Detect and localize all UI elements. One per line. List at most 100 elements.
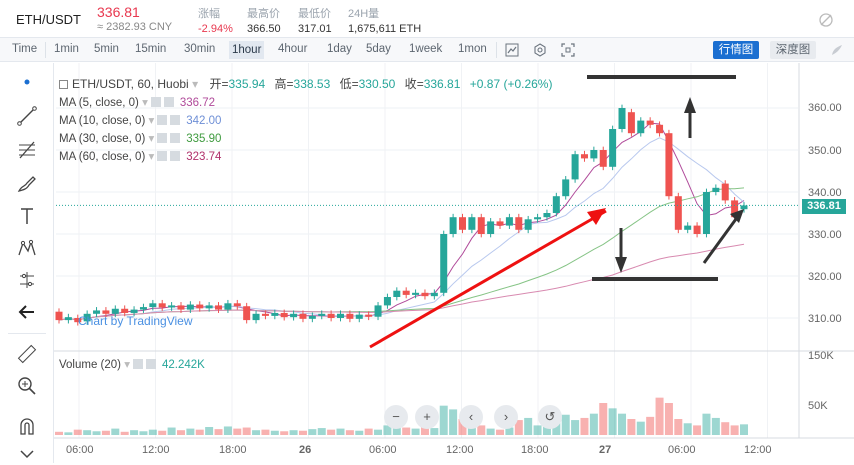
- volume-axis-label: 50K: [808, 400, 828, 412]
- stat-volume: 24H量 1,675,611 ETH: [348, 5, 421, 35]
- trend-line-icon[interactable]: [16, 105, 38, 127]
- chart-canvas[interactable]: [54, 63, 854, 463]
- remove-icon[interactable]: [163, 97, 174, 107]
- candle-body: [421, 292, 429, 297]
- remove-icon[interactable]: [145, 359, 156, 369]
- ohlc-legend: ETH/USDT, 60, Huobi ▾ 开=335.94 高=338.53 …: [59, 75, 552, 92]
- scroll-right-button[interactable]: ›: [494, 405, 518, 429]
- prediction-tool-icon[interactable]: [16, 269, 38, 291]
- candle-body: [337, 313, 345, 318]
- chart-area[interactable]: ETH/USDT, 60, Huobi ▾ 开=335.94 高=338.53 …: [54, 63, 854, 463]
- eye-icon[interactable]: [157, 133, 168, 143]
- remove-icon[interactable]: [170, 133, 181, 143]
- timeframe-1hour[interactable]: 1hour: [229, 41, 265, 59]
- zoom-in-button[interactable]: +: [415, 405, 439, 429]
- timeframe-time[interactable]: Time: [12, 43, 38, 55]
- ma-value: 335.90: [186, 133, 222, 145]
- ruler-icon[interactable]: [16, 343, 38, 365]
- time-axis-label: 12:00: [142, 444, 170, 456]
- volume-bar: [608, 408, 617, 435]
- candle-body: [308, 315, 316, 319]
- time-axis-label: 18:00: [219, 444, 247, 456]
- volume-bar: [711, 417, 720, 435]
- down-arrowhead-drawing: [615, 257, 627, 273]
- candle-body: [196, 304, 204, 309]
- price-box: 336.81 ≈ 2382.93 CNY: [97, 4, 172, 33]
- crosshair-dot-icon[interactable]: [16, 71, 38, 93]
- volume-bar: [571, 420, 580, 435]
- volume-bar: [111, 428, 120, 435]
- price-axis-label: 340.00: [808, 187, 842, 199]
- candle-body: [318, 313, 326, 316]
- timeframe-1min[interactable]: 1min: [54, 43, 79, 55]
- timeframe-5min[interactable]: 5min: [94, 43, 119, 55]
- zoom-out-button[interactable]: −: [384, 405, 408, 429]
- ma-legend-60: MA (60, close, 0) ▾ 323.74: [59, 151, 222, 163]
- timeframe-1day[interactable]: 1day: [327, 43, 352, 55]
- depth-chart-button[interactable]: 深度图: [770, 41, 816, 59]
- candle-body: [327, 313, 335, 318]
- pattern-tool-icon[interactable]: [16, 237, 38, 259]
- eye-icon[interactable]: [132, 359, 143, 369]
- volume-bar: [308, 429, 317, 435]
- timeframe-1mon[interactable]: 1mon: [458, 43, 487, 55]
- timeframe-15min[interactable]: 15min: [135, 43, 167, 55]
- price-axis-label: 330.00: [808, 229, 842, 241]
- magnet-icon[interactable]: [16, 415, 38, 437]
- volume-bar: [176, 430, 185, 435]
- market-chart-button[interactable]: 行情图: [713, 41, 759, 59]
- fullscreen-icon[interactable]: [561, 43, 575, 57]
- volume-bar: [158, 430, 167, 435]
- diagonal-arrow-drawing: [702, 218, 738, 264]
- candle-body: [393, 290, 401, 297]
- ma-value: 336.72: [179, 97, 216, 109]
- volume-bar: [514, 420, 523, 435]
- divider: [45, 42, 46, 58]
- expand-toolbar-icon[interactable]: [16, 443, 38, 465]
- volume-bar: [505, 427, 514, 435]
- volume-bar: [101, 430, 110, 435]
- volume-bar: [186, 428, 195, 435]
- stat-change: 涨幅 -2.94%: [198, 5, 233, 35]
- candle-body: [458, 217, 466, 230]
- price-axis-label: 350.00: [808, 145, 842, 157]
- red-arrowhead-drawing: [587, 208, 606, 225]
- eye-icon[interactable]: [150, 97, 161, 107]
- current-price-tag: 336.81: [802, 199, 846, 214]
- timeframe-1week[interactable]: 1week: [409, 43, 443, 55]
- zoom-in-icon[interactable]: [16, 375, 38, 397]
- candle-body: [534, 217, 542, 220]
- scroll-left-button[interactable]: ‹: [459, 405, 483, 429]
- volume-bar: [664, 403, 673, 435]
- candle-body: [468, 217, 476, 230]
- volume-bar: [242, 427, 251, 435]
- volume-bar: [327, 429, 336, 435]
- volume-bar: [205, 427, 214, 435]
- chart-type-icon[interactable]: [505, 43, 519, 57]
- eye-icon[interactable]: [157, 151, 168, 161]
- back-arrow-icon[interactable]: [16, 301, 38, 323]
- timeframe-5day[interactable]: 5day: [366, 43, 391, 55]
- hide-chart-icon[interactable]: [818, 12, 834, 28]
- remove-icon[interactable]: [170, 115, 181, 125]
- eye-icon[interactable]: [157, 115, 168, 125]
- candle-body: [168, 305, 176, 308]
- reset-chart-button[interactable]: ↺: [538, 405, 562, 429]
- volume-bar: [73, 429, 82, 435]
- candle-body: [55, 311, 63, 321]
- volume-bar: [467, 423, 476, 435]
- volume-bar: [683, 423, 692, 435]
- brush-icon[interactable]: [16, 173, 38, 195]
- timeframe-30min[interactable]: 30min: [184, 43, 216, 55]
- collapse-legend-icon[interactable]: [59, 80, 68, 89]
- fib-tool-icon[interactable]: [16, 139, 38, 161]
- volume-bar: [627, 419, 636, 435]
- timeframe-4hour[interactable]: 4hour: [278, 43, 308, 55]
- price-axis-label: 360.00: [808, 102, 842, 114]
- close-value: 336.81: [423, 77, 461, 91]
- settings-icon[interactable]: [533, 43, 547, 57]
- text-tool-icon[interactable]: [16, 205, 38, 227]
- candle-body: [693, 225, 701, 234]
- remove-icon[interactable]: [170, 151, 181, 161]
- candle-body: [383, 297, 391, 306]
